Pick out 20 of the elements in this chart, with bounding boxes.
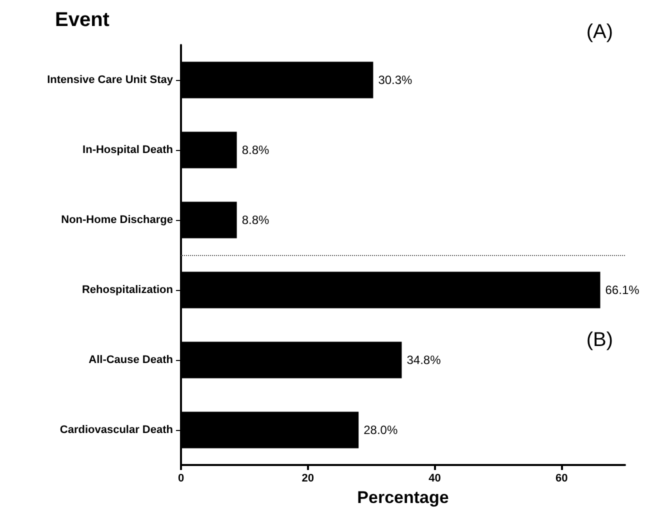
x-tick-label: 0 — [178, 472, 184, 484]
y-axis-title: Event — [55, 9, 110, 31]
text: (A) — [586, 21, 614, 43]
y-tick-label: All-Cause Death — [88, 354, 174, 366]
x-tick-label: 40 — [428, 472, 441, 484]
annotation: (B) — [586, 329, 614, 351]
y-tick-label: Intensive Care Unit Stay — [47, 74, 174, 86]
data-label: 34.8% — [406, 353, 442, 367]
y-tick-label: In-Hospital Death — [82, 144, 174, 156]
data-label: 28.0% — [364, 423, 398, 437]
data-label: 8.8% — [242, 143, 270, 157]
y-tick-label: Rehospitalization — [82, 284, 174, 296]
data-label: 8.8% — [242, 213, 270, 227]
y-tick-label: Non-Home Discharge — [61, 214, 173, 226]
x-axis-title: Percentage — [357, 488, 449, 507]
x-tick-label: 20 — [302, 472, 314, 484]
y-tick-label: Cardiovascular Death — [60, 424, 174, 436]
data-label: 66.1% — [605, 283, 640, 297]
data-label: 30.3% — [378, 73, 413, 87]
x-tick-label: 60 — [555, 472, 568, 484]
